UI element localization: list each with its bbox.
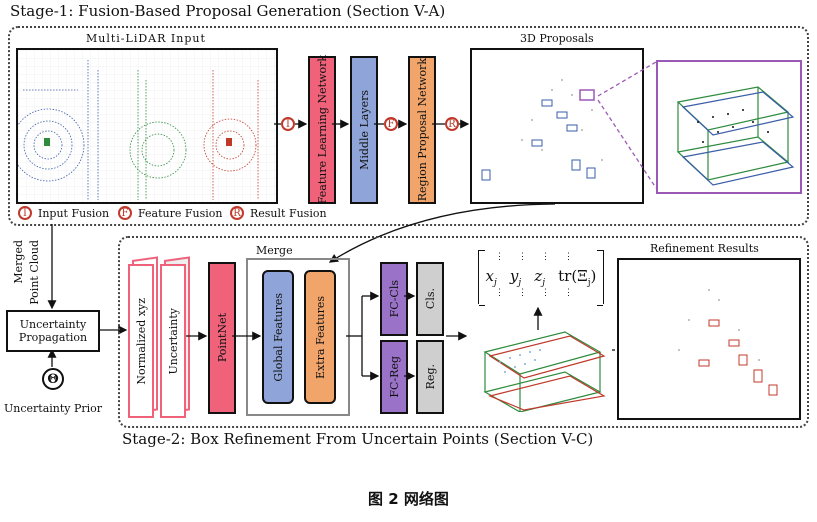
uncertainty-propagation-box: Uncertainty Propagation [6,310,100,352]
legend-result-fusion-label: Result Fusion [250,207,327,220]
zoomed-proposal [656,60,802,194]
region-proposal-network-block: Region Proposal Network [408,56,436,204]
cls-block: Cls. [416,262,444,336]
multi-lidar-pointcloud [18,50,276,202]
matrix-entry-trace: tr(Ξj) [558,267,597,288]
middle-layers-block: Middle Layers [350,56,378,204]
result-fusion-marker: R [445,117,459,131]
multi-lidar-label: Multi-LiDAR Input [86,32,206,45]
reg-block: Reg. [416,340,444,414]
zoomed-proposal-drawing [676,86,795,186]
matrix-entry-y: yj [509,267,522,288]
stage2-frame [118,236,809,428]
stage1-title: Stage-1: Fusion-Based Proposal Generatio… [10,2,446,20]
uncertainty-block: Uncertainty [160,264,186,418]
refined-box-drawing [470,322,610,413]
legend-feature-fusion-icon: F [118,206,132,220]
pointnet-block: PointNet [208,262,236,414]
global-features-block: Global Features [262,270,294,404]
refinement-image [617,258,801,420]
refined-box-svg [483,331,606,413]
merge-frame [246,258,350,416]
extra-features-block: Extra Features [304,270,336,404]
proposals-label: 3D Proposals [520,32,594,45]
uncertainty-matrix: ⋮⋮⋮⋮ xj yj zj tr(Ξj) ⋮⋮⋮⋮ [478,250,604,306]
uncertainty-propagation-line2: Propagation [18,331,88,344]
feature-learning-network-block: Feature Learning Network [308,55,336,205]
proposals-pointcloud [481,79,603,181]
matrix-entry-z: zj [534,267,546,288]
legend-input-fusion-label: Input Fusion [38,207,110,220]
legend-input-fusion-icon: I [18,206,32,220]
multi-lidar-image [16,48,278,204]
uncertainty-prior-icon: Θ [42,368,64,390]
refinement-pointcloud [678,289,778,396]
normalized-xyz-block: Normalized xyz [128,264,154,418]
feature-fusion-marker: F [384,117,398,131]
figure-caption: 图 2 网络图 [368,490,449,508]
input-fusion-marker: I [281,117,295,131]
refinement-label: Refinement Results [650,242,759,255]
legend-feature-fusion-label: Feature Fusion [138,207,223,220]
uncertainty-prior-label: Uncertainty Prior [4,402,103,415]
merge-label: Merge [256,244,293,257]
matrix-entry-x: xj [485,267,497,288]
legend-result-fusion-icon: R [230,206,244,220]
uncertainty-propagation-line1: Uncertainty [19,318,87,331]
stage2-title: Stage-2: Box Refinement From Uncertain P… [122,430,594,448]
